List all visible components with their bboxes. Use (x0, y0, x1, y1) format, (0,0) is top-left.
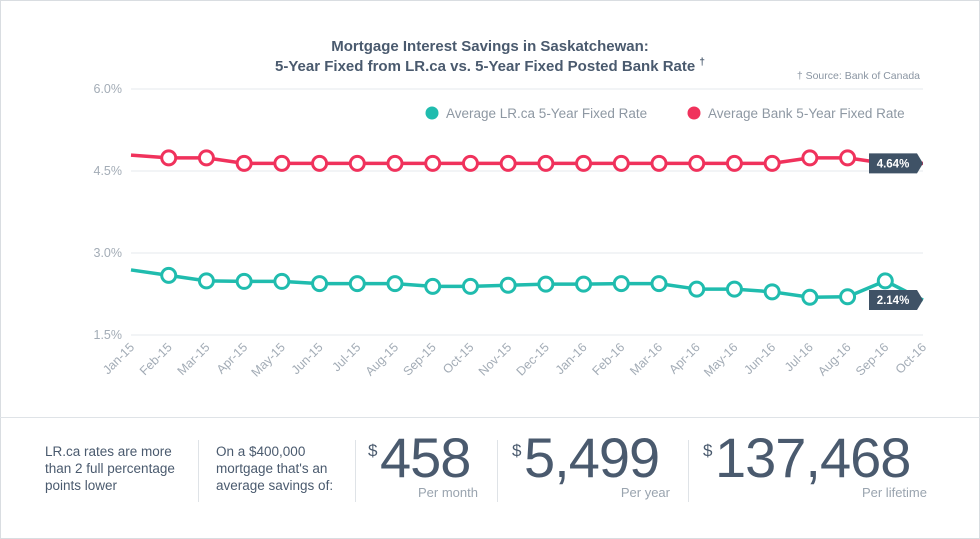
x-tick-label: Feb-15 (137, 340, 175, 378)
x-tick-label: Mar-15 (175, 340, 213, 378)
x-tick-label: Apr-16 (666, 340, 702, 376)
line-chart: 6.0% 4.5% 3.0% 1.5%Jan-15 Feb-15 Mar-15 Apr-15… (94, 82, 930, 380)
y-tick-label: 6.0% (94, 82, 123, 96)
data-point (612, 154, 630, 172)
chart-title-line1: Mortgage Interest Savings in Saskatchewa… (331, 38, 649, 55)
footer-note-savings: On a $400,000 mortgage that's an average… (216, 444, 334, 493)
source-note: † Source: Bank of Canada (796, 70, 920, 82)
data-point (160, 266, 178, 284)
x-tick-label: Aug-16 (815, 340, 853, 378)
footer-divider (0, 417, 980, 418)
x-tick-label: Oct-15 (440, 340, 476, 376)
x-tick-label: Sep-16 (853, 340, 891, 378)
callout-box (869, 290, 923, 311)
x-tick-label: Nov-15 (476, 340, 514, 378)
footer-separator (198, 440, 199, 502)
data-point (537, 275, 555, 293)
legend-label: Average Bank 5-Year Fixed Rate (708, 106, 905, 121)
y-tick-label: 3.0% (94, 246, 123, 260)
x-tick-label: May-16 (701, 340, 740, 379)
footer-separator (355, 440, 356, 502)
x-tick-label: Jan-16 (553, 340, 590, 377)
currency-symbol: $ (703, 441, 713, 460)
chart-title-line2-text: 5-Year Fixed from LR.ca vs. 5-Year Fixed… (275, 58, 696, 75)
savings-per-year-label: Per year (620, 485, 670, 500)
savings-per-month-label: Per month (418, 485, 478, 500)
data-point (650, 154, 668, 172)
y-tick-label: 1.5% (94, 328, 123, 342)
footer-note-lower-rates: LR.ca rates are more than 2 full percent… (45, 444, 175, 493)
chart-title-line2: 5-Year Fixed from LR.ca vs. 5-Year Fixed… (0, 57, 980, 75)
data-point (461, 277, 479, 295)
x-tick-label: Dec-15 (514, 340, 552, 378)
data-point (386, 275, 404, 293)
footer-separator (688, 440, 689, 502)
end-value-callout: 2.14% (869, 290, 923, 311)
data-point (876, 272, 894, 290)
data-point (348, 154, 366, 172)
data-point (763, 154, 781, 172)
data-point (424, 154, 442, 172)
data-point (763, 283, 781, 301)
data-point (499, 154, 517, 172)
x-tick-label: Sep-15 (400, 340, 438, 378)
x-tick-label: Aug-15 (363, 340, 401, 378)
footer-separator (497, 440, 498, 502)
data-point (311, 154, 329, 172)
title-dagger: † (699, 57, 705, 68)
data-point (575, 154, 593, 172)
data-point (801, 149, 819, 167)
data-point (688, 280, 706, 298)
x-tick-label: Feb-16 (589, 340, 627, 378)
end-value-label: 2.14% (877, 295, 910, 307)
currency-symbol: $ (368, 441, 378, 460)
data-point (612, 275, 630, 293)
data-point (235, 154, 253, 172)
x-tick-label: Apr-15 (214, 340, 250, 376)
data-point (537, 154, 555, 172)
data-point (688, 154, 706, 172)
currency-symbol: $ (512, 441, 522, 460)
x-tick-label: Mar-16 (627, 340, 665, 378)
data-point (424, 277, 442, 295)
x-tick-label: Jun-15 (289, 340, 326, 377)
savings-per-year-value: 5,499 (524, 426, 660, 489)
data-point (499, 276, 517, 294)
legend-label: Average LR.ca 5-Year Fixed Rate (446, 106, 647, 121)
data-point (160, 149, 178, 167)
series-line (130, 153, 923, 166)
x-tick-label: Jan-15 (100, 340, 137, 377)
savings-per-lifetime-value: 137,468 (715, 426, 911, 489)
data-point (197, 272, 215, 290)
x-tick-label: Oct-16 (893, 340, 929, 376)
data-point (575, 275, 593, 293)
data-point (461, 154, 479, 172)
data-point (273, 154, 291, 172)
legend-marker (425, 106, 439, 120)
savings-per-month-value: 458 (380, 426, 471, 489)
x-tick-label: Jun-16 (741, 340, 778, 377)
y-tick-label: 4.5% (94, 164, 123, 178)
end-value-label: 4.64% (877, 158, 910, 170)
data-point (725, 280, 743, 298)
data-point (839, 288, 857, 306)
end-value-callout: 4.64% (869, 153, 923, 174)
data-point (348, 275, 366, 293)
x-tick-label: May-15 (249, 340, 288, 379)
data-point (801, 288, 819, 306)
data-point (725, 154, 743, 172)
callout-box (869, 153, 923, 174)
data-point (197, 149, 215, 167)
legend-marker (687, 106, 701, 120)
data-point (311, 275, 329, 293)
data-point (650, 275, 668, 293)
data-point (839, 149, 857, 167)
x-tick-label: Jul-15 (329, 340, 363, 374)
series-line (130, 268, 924, 302)
savings-per-lifetime-label: Per lifetime (861, 485, 927, 500)
x-tick-label: Jul-16 (782, 340, 816, 374)
data-point (386, 154, 404, 172)
data-point (273, 272, 291, 290)
data-point (235, 272, 253, 290)
